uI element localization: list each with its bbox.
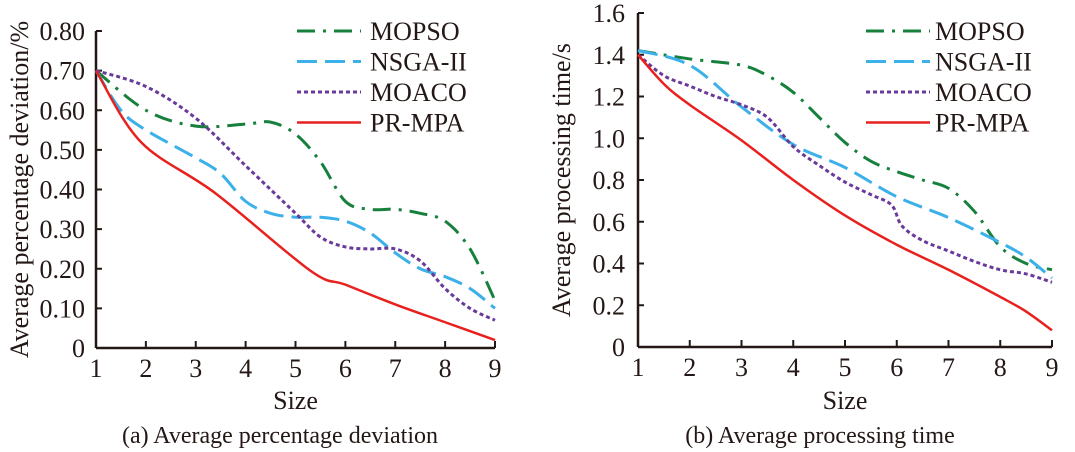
y-tick-label: 0.8 — [593, 166, 626, 195]
x-axis-label: Size — [273, 386, 318, 415]
y-tick-label: 0.50 — [40, 136, 86, 165]
x-tick-label: 2 — [683, 353, 696, 382]
y-tick-label: 0 — [72, 334, 85, 363]
x-tick-label: 6 — [890, 353, 903, 382]
series-line-nsga-ii — [637, 49, 1053, 280]
x-tick-label: 2 — [139, 354, 152, 383]
y-tick-label: 1.4 — [593, 41, 626, 70]
series-line-moaco — [637, 53, 1053, 284]
x-tick-label: 4 — [787, 353, 800, 382]
legend-label-pr-mpa: PR-MPA — [370, 109, 465, 138]
y-tick-label: 0.30 — [40, 215, 86, 244]
y-axis-label: Average processing time/s — [547, 43, 576, 317]
legend-label-pr-mpa: PR-MPA — [935, 109, 1030, 138]
legend-label-moaco: MOACO — [370, 78, 467, 107]
series-line-pr-mpa — [637, 53, 1053, 332]
y-tick-label: 0.60 — [40, 96, 86, 125]
y-tick-label: 0.40 — [40, 176, 86, 205]
legend-label-mopso: MOPSO — [935, 17, 1025, 46]
chart-panel-b: 0 0.2 0.4 0.6 0.8 1.0 1.2 1.4 1.6 1 2 3 4 5 6 7 8 9 MOPSON… — [547, 0, 1059, 449]
x-tick-label: 8 — [994, 353, 1007, 382]
x-tick-label: 8 — [439, 354, 452, 383]
series-line-moaco — [95, 69, 496, 322]
y-tick-label: 0.4 — [593, 250, 626, 279]
x-tick-label: 7 — [942, 353, 955, 382]
series-line-mopso — [95, 69, 497, 302]
chart-panel-a: 0 0.10 0.20 0.30 0.40 0.50 0.60 0.70 0.80 1 2 3 4 5 6 7… — [5, 17, 502, 449]
y-tick-label: 1.6 — [593, 0, 626, 28]
x-tick-label: 5 — [289, 354, 302, 383]
y-tick-label: 0.80 — [40, 17, 86, 46]
x-tick-label: 4 — [239, 354, 252, 383]
x-tick-label: 6 — [339, 354, 352, 383]
legend-label-moaco: MOACO — [935, 78, 1032, 107]
chart-caption: (a) Average percentage deviation — [122, 423, 438, 449]
y-tick-label: 0.6 — [593, 208, 626, 237]
x-tick-label: 3 — [189, 354, 202, 383]
x-tick-label: 9 — [489, 354, 502, 383]
y-axis-label: Average percentage deviation/% — [5, 21, 34, 358]
y-tick-label: 0.20 — [40, 255, 86, 284]
legend-label-nsga-ii: NSGA-II — [935, 48, 1032, 77]
chart-caption: (b) Average processing time — [685, 423, 954, 449]
x-axis-label: Size — [823, 386, 868, 415]
y-tick-label: 0 — [612, 333, 625, 362]
x-tick-label: 5 — [839, 353, 852, 382]
series-line-pr-mpa — [94, 69, 496, 342]
y-tick-label: 0.70 — [40, 57, 86, 86]
y-tick-label: 0.2 — [593, 291, 626, 320]
x-tick-label: 1 — [90, 354, 103, 383]
x-tick-label: 9 — [1046, 353, 1059, 382]
x-tick-label: 3 — [735, 353, 748, 382]
x-tick-label: 1 — [632, 353, 645, 382]
x-tick-label: 7 — [389, 354, 402, 383]
y-tick-label: 0.10 — [40, 294, 86, 323]
y-tick-label: 1.2 — [593, 83, 626, 112]
y-tick-label: 1.0 — [593, 124, 626, 153]
legend-label-nsga-ii: NSGA-II — [370, 48, 467, 77]
legend-label-mopso: MOPSO — [370, 17, 460, 46]
